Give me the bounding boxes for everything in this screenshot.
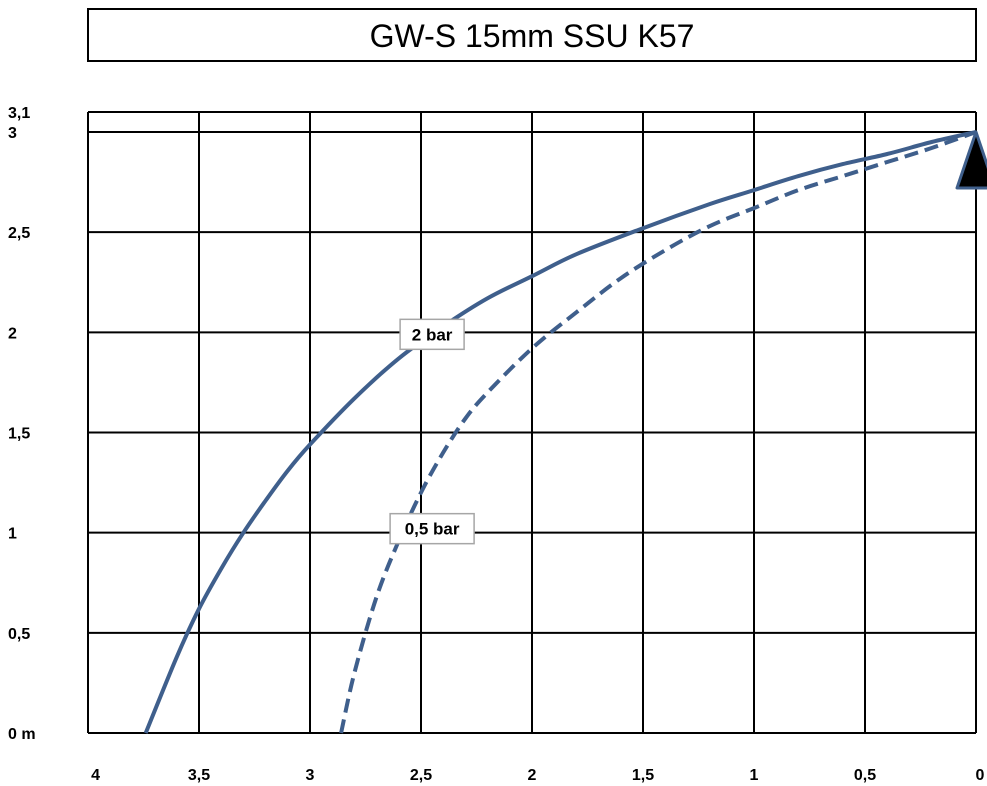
y-tick-label: 1: [8, 526, 17, 543]
x-tick-label: 4: [91, 767, 100, 784]
annotation-group: 2 bar 0,5 bar: [389, 318, 475, 545]
y-tick-label: 3: [8, 125, 17, 142]
chart-title: GW-S 15mm SSU K57: [370, 18, 695, 54]
x-tick-label: 2: [528, 767, 537, 784]
y-tick-label: 1,5: [8, 426, 30, 443]
y-tick-label: 2: [8, 325, 17, 342]
title-group: GW-S 15mm SSU K57: [87, 8, 977, 62]
x-axis-tick-labels: 4 3,5 3 2,5 2 1,5 1 0,5 0: [91, 767, 984, 784]
y-tick-label: 3,1: [8, 105, 30, 122]
x-tick-label: 0: [976, 767, 985, 784]
marker-group: [955, 130, 987, 190]
x-tick-label: 2,5: [410, 767, 432, 784]
x-tick-label: 1,5: [632, 767, 654, 784]
y-tick-label: 2,5: [8, 225, 30, 242]
title-box: [87, 8, 977, 62]
x-tick-label: 1: [750, 767, 759, 784]
grid: [87, 110, 977, 734]
y-tick-label: 0 m: [8, 726, 36, 743]
x-tick-label: 3,5: [188, 767, 210, 784]
series-label-text: 2 bar: [412, 325, 453, 344]
x-tick-label: 0,5: [854, 767, 876, 784]
series-label-box: [399, 318, 465, 351]
y-axis-tick-labels: 0 m 0,5 1 1,5 2 2,5 3 3,1: [8, 105, 36, 743]
series-label-box: [389, 512, 475, 545]
series-label: 0,5 bar: [389, 512, 475, 545]
series-label-text: 0,5 bar: [405, 520, 460, 539]
series-line-solid: [143, 130, 977, 734]
nozzle-marker-icon: [955, 130, 987, 190]
x-tick-label: 3: [306, 767, 315, 784]
y-tick-label: 0,5: [8, 626, 30, 643]
series-label: 2 bar: [399, 318, 465, 351]
